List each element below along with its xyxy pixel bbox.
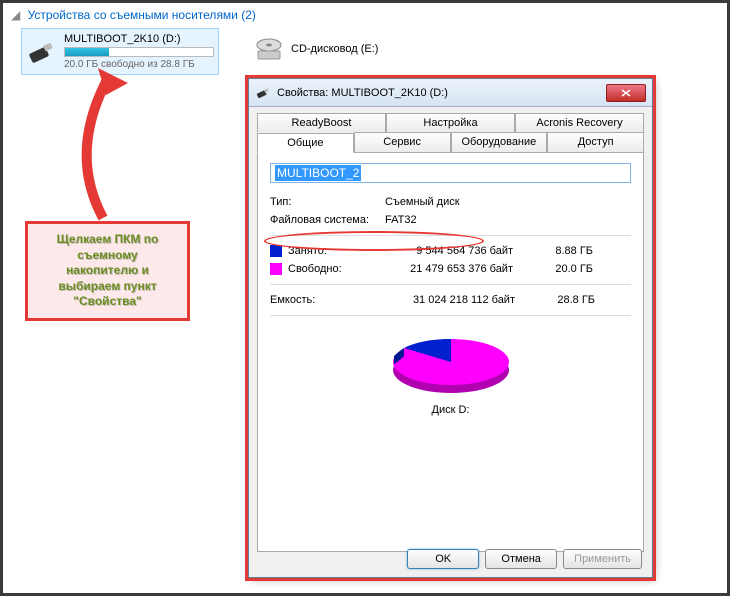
titlebar[interactable]: Свойства: MULTIBOOT_2K10 (D:): [249, 79, 652, 107]
cancel-button[interactable]: Отмена: [485, 549, 557, 569]
tab-service[interactable]: Сервис: [354, 132, 451, 152]
capacity-bytes: 31 024 218 112 байт: [385, 294, 515, 306]
drive-name: CD-дисковод (E:): [291, 43, 378, 55]
properties-dialog: Свойства: MULTIBOOT_2K10 (D:) ReadyBoost…: [248, 78, 653, 578]
volume-label-input[interactable]: MULTIBOOT_2: [270, 163, 631, 183]
used-color-swatch: [270, 245, 282, 257]
tab-strip: ReadyBoost Настройка Acronis Recovery Об…: [249, 107, 652, 552]
section-title: Устройства со съемными носителями (2): [28, 8, 256, 22]
collapse-arrow-icon: ◢: [11, 8, 20, 22]
apply-button[interactable]: Применить: [563, 549, 642, 569]
tab-acronis[interactable]: Acronis Recovery: [515, 113, 644, 132]
free-color-swatch: [270, 263, 282, 275]
close-icon: [621, 89, 631, 97]
drive-name: MULTIBOOT_2K10 (D:): [64, 33, 214, 45]
tab-panel-general: MULTIBOOT_2 Тип: Съемный диск Файловая с…: [257, 152, 644, 552]
tab-hardware[interactable]: Оборудование: [451, 132, 548, 152]
disk-usage-pie: [386, 334, 516, 394]
free-gb: 20.0 ГБ: [533, 263, 593, 275]
ok-button[interactable]: OK: [407, 549, 479, 569]
tab-settings[interactable]: Настройка: [386, 113, 515, 132]
cd-drive-icon: [253, 33, 285, 65]
used-bytes: 9 544 564 736 байт: [383, 245, 513, 257]
arrow-annotation-left: [58, 63, 148, 223]
usb-drive-icon: [26, 36, 58, 68]
space-bar: [64, 47, 214, 57]
drive-item-cd[interactable]: CD-дисковод (E:): [248, 28, 383, 70]
used-gb: 8.88 ГБ: [533, 245, 593, 257]
free-label: Свободно:: [288, 263, 383, 275]
annotation-left: Щелкаем ПКМ по съемному накопителю и выб…: [25, 221, 190, 321]
capacity-label: Емкость:: [270, 294, 385, 306]
disk-label: Диск D:: [270, 404, 631, 416]
filesystem-value: FAT32: [385, 214, 417, 226]
capacity-gb: 28.8 ГБ: [535, 294, 595, 306]
tab-general[interactable]: Общие: [257, 133, 354, 153]
free-bytes: 21 479 653 376 байт: [383, 263, 513, 275]
tab-sharing[interactable]: Доступ: [547, 132, 644, 152]
close-button[interactable]: [606, 84, 646, 102]
type-label: Тип:: [270, 196, 385, 208]
used-label: Занято:: [288, 245, 383, 257]
dialog-title: Свойства: MULTIBOOT_2K10 (D:): [277, 87, 606, 99]
filesystem-label: Файловая система:: [270, 214, 385, 226]
usb-icon: [255, 85, 271, 101]
type-value: Съемный диск: [385, 196, 460, 208]
tab-readyboost[interactable]: ReadyBoost: [257, 113, 386, 132]
removable-devices-header[interactable]: ◢ Устройства со съемными носителями (2): [11, 8, 256, 22]
dialog-buttons: OK Отмена Применить: [407, 549, 642, 569]
